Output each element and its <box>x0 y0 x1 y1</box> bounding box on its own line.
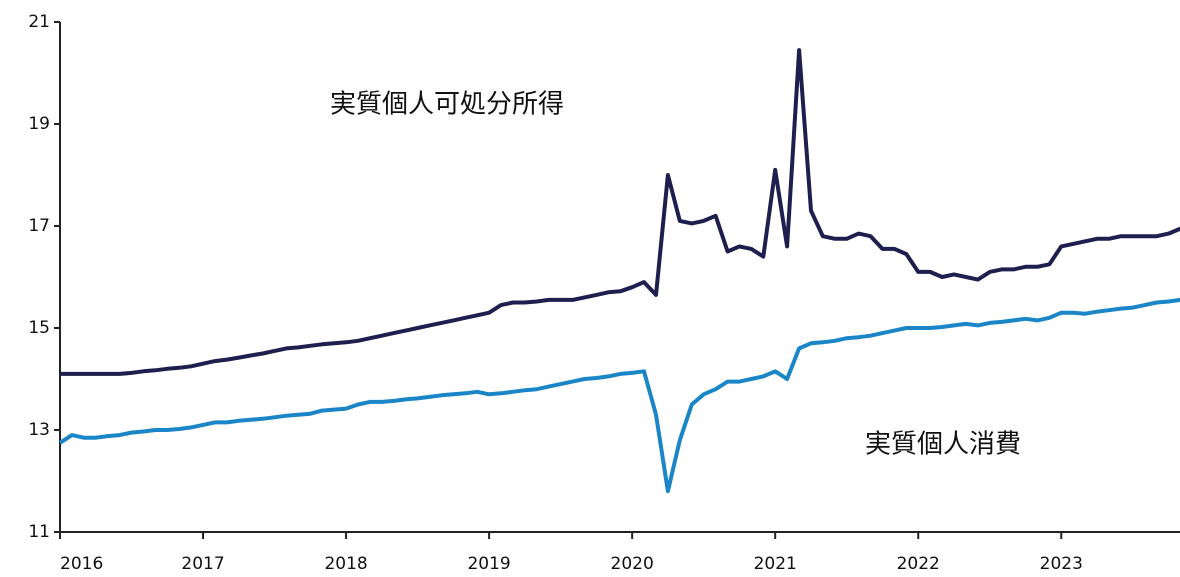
x-tick-label: 2019 <box>467 554 510 574</box>
y-tick-label: 13 <box>28 420 50 440</box>
x-tick-label: 2020 <box>611 554 654 574</box>
x-tick-label: 2018 <box>324 554 367 574</box>
x-tick-label: 2021 <box>754 554 797 574</box>
x-tick-label: 2022 <box>897 554 940 574</box>
series-label: 実質個人可処分所得 <box>330 90 564 120</box>
series-line <box>58 297 1180 494</box>
y-tick-label: 21 <box>28 12 50 32</box>
series-line <box>60 48 1180 376</box>
x-tick-label: 2023 <box>1040 554 1083 574</box>
y-tick-label: 17 <box>28 216 50 236</box>
y-tick-label: 15 <box>28 318 50 338</box>
y-tick-label: 11 <box>28 522 50 542</box>
y-tick-label: 19 <box>28 114 50 134</box>
series-label: 実質個人消費 <box>865 430 1021 460</box>
x-tick-label: 2017 <box>181 554 224 574</box>
x-tick-label: 2016 <box>60 554 103 574</box>
